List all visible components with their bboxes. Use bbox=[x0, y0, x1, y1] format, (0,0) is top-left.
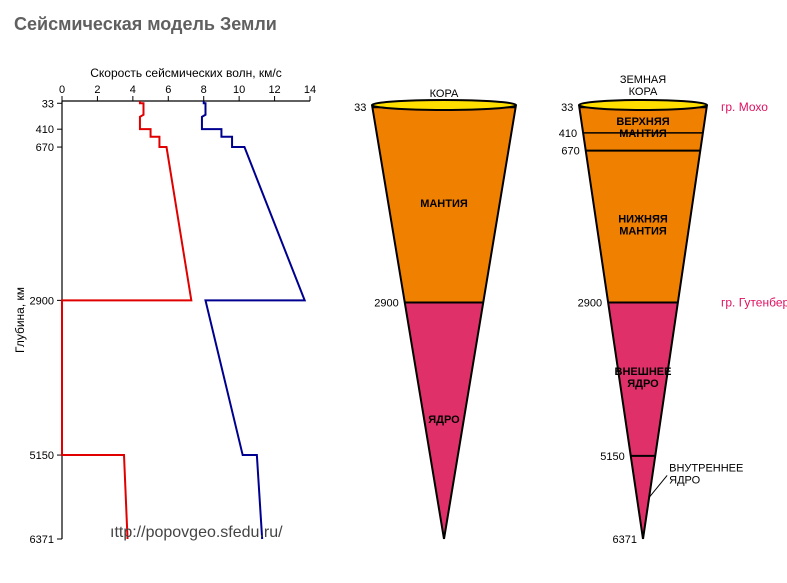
series-S-wave bbox=[62, 101, 191, 539]
svg-text:6: 6 bbox=[165, 84, 171, 96]
layer-label: ВЕРХНЯЯ bbox=[616, 116, 669, 128]
depth-label: 410 bbox=[559, 128, 577, 140]
svg-text:4: 4 bbox=[130, 84, 136, 96]
top-label: ЗЕМНАЯ bbox=[620, 74, 666, 86]
layer-label: ЯДРО bbox=[669, 474, 700, 486]
layer-label: ЯДРО bbox=[428, 414, 460, 426]
svg-text:670: 670 bbox=[36, 142, 54, 154]
layer-label: МАНТИЯ bbox=[619, 128, 667, 140]
boundary-label: гр. Гутенберга bbox=[721, 296, 787, 310]
top-label: КОРА bbox=[629, 86, 658, 98]
cone-simple: 33 2900 КОРА МАНТИЯ ЯДРО bbox=[324, 39, 534, 559]
depth-label: 33 bbox=[561, 102, 573, 114]
layer bbox=[631, 456, 656, 539]
seismic-chart: Скорость сейсмических волн, км/с 0 2 4 6 8 10 1… bbox=[10, 39, 320, 559]
cone-detailed: 33410670290051506371ВЕРХНЯЯМАНТИЯНИЖНЯЯМ… bbox=[538, 39, 787, 559]
layer-label: МАНТИЯ bbox=[619, 226, 667, 238]
layer-label: МАНТИЯ bbox=[420, 198, 468, 210]
svg-text:6371: 6371 bbox=[30, 534, 54, 546]
depth-label: 2900 bbox=[374, 298, 398, 310]
layer-label: ВНЕШНЕЕ bbox=[615, 366, 672, 378]
depth-label: 6371 bbox=[613, 534, 637, 546]
svg-text:8: 8 bbox=[201, 84, 207, 96]
x-axis-label: Скорость сейсмических волн, км/с bbox=[90, 66, 281, 80]
boundary-label: гр. Мохо bbox=[721, 100, 768, 114]
series-P-wave bbox=[202, 101, 305, 539]
layer-label: КОРА bbox=[430, 88, 459, 100]
layer-label: ЯДРО bbox=[627, 378, 659, 390]
svg-text:12: 12 bbox=[268, 84, 280, 96]
depth-label: 670 bbox=[561, 146, 579, 158]
depth-label: 5150 bbox=[600, 451, 624, 463]
layer-label: ВНУТРЕННЕЕ bbox=[669, 462, 743, 474]
page-title: Сейсмическая модель Земли bbox=[14, 14, 777, 35]
y-axis-label: Глубина, км bbox=[13, 287, 27, 353]
svg-text:0: 0 bbox=[59, 84, 65, 96]
svg-text:410: 410 bbox=[36, 124, 54, 136]
layer-label: НИЖНЯЯ bbox=[618, 214, 668, 226]
svg-text:10: 10 bbox=[233, 84, 245, 96]
depth-label: 33 bbox=[354, 102, 366, 114]
svg-text:2900: 2900 bbox=[30, 295, 54, 307]
svg-text:5150: 5150 bbox=[30, 450, 54, 462]
depth-label: 2900 bbox=[578, 298, 602, 310]
content-row: Скорость сейсмических волн, км/с 0 2 4 6 8 10 1… bbox=[10, 39, 777, 559]
svg-text:33: 33 bbox=[42, 98, 54, 110]
svg-text:2: 2 bbox=[94, 84, 100, 96]
svg-text:14: 14 bbox=[304, 84, 316, 96]
watermark-text: ıttp://popovgeo.sfedu.ru/ bbox=[110, 524, 283, 541]
